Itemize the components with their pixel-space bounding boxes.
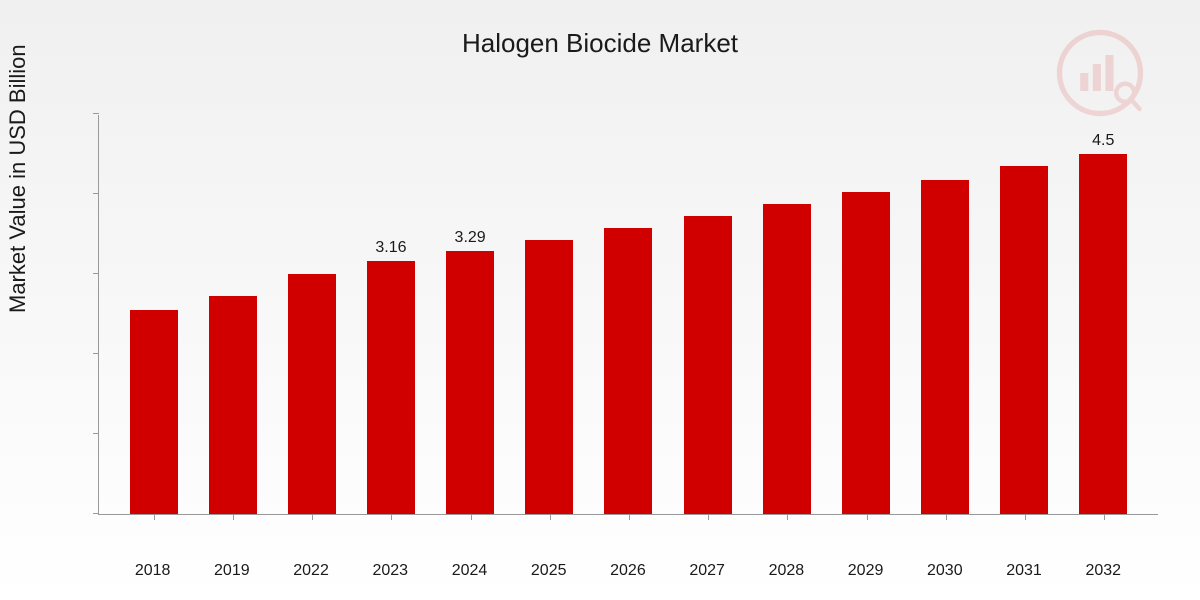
bar-wrapper (284, 115, 340, 514)
chart-title: Halogen Biocide Market (0, 0, 1200, 59)
bar-wrapper (205, 115, 261, 514)
bar-wrapper (917, 115, 973, 514)
chart-container: 3.163.294.5 2018201920222023202420252026… (80, 100, 1165, 550)
bar (604, 228, 652, 514)
y-tick (93, 113, 99, 114)
bar (1079, 154, 1127, 514)
bar-wrapper (126, 115, 182, 514)
x-tick (154, 514, 155, 520)
x-axis-label: 2023 (362, 562, 418, 580)
x-axis-label: 2032 (1075, 562, 1131, 580)
x-tick (1104, 514, 1105, 520)
bar (684, 216, 732, 514)
y-tick (93, 433, 99, 434)
bar-wrapper: 3.16 (363, 115, 419, 514)
x-axis-label: 2024 (441, 562, 497, 580)
x-tick (629, 514, 630, 520)
x-tick (1025, 514, 1026, 520)
bar (921, 180, 969, 514)
x-axis-label: 2022 (283, 562, 339, 580)
x-axis-label: 2018 (125, 562, 181, 580)
x-axis-labels: 2018 2019 2022 2023 2024 2025 2026 2027 2028 2029… (98, 562, 1158, 580)
bar-wrapper (521, 115, 577, 514)
bar (130, 310, 178, 514)
x-tick (391, 514, 392, 520)
x-tick (471, 514, 472, 520)
bar-wrapper (996, 115, 1052, 514)
x-tick (233, 514, 234, 520)
y-tick (93, 353, 99, 354)
bar-value-label: 3.16 (375, 239, 406, 257)
bar (1000, 166, 1048, 514)
x-axis-label: 2027 (679, 562, 735, 580)
bar-value-label: 4.5 (1092, 132, 1114, 150)
bar (367, 261, 415, 514)
x-tick (867, 514, 868, 520)
y-axis-label: Market Value in USD Billion (5, 44, 31, 313)
bar (288, 274, 336, 514)
bar-wrapper (838, 115, 894, 514)
x-axis-label: 2019 (204, 562, 260, 580)
x-tick (708, 514, 709, 520)
x-tick (312, 514, 313, 520)
x-axis-label: 2030 (917, 562, 973, 580)
x-tick (787, 514, 788, 520)
bar (525, 240, 573, 514)
x-tick (550, 514, 551, 520)
bar-wrapper: 3.29 (442, 115, 498, 514)
y-tick (93, 193, 99, 194)
bar (209, 296, 257, 514)
x-axis-label: 2031 (996, 562, 1052, 580)
bar-wrapper (759, 115, 815, 514)
x-tick (946, 514, 947, 520)
x-axis-label: 2026 (600, 562, 656, 580)
bar (446, 251, 494, 514)
plot-area: 3.16 3.29 4.5 (98, 115, 1158, 515)
y-tick (93, 513, 99, 514)
bar-wrapper (680, 115, 736, 514)
y-tick (93, 273, 99, 274)
bar-value-label: 3.29 (455, 229, 486, 247)
bar (763, 204, 811, 514)
bar-wrapper (600, 115, 656, 514)
bar (842, 192, 890, 514)
x-axis-label: 2029 (838, 562, 894, 580)
x-axis-label: 2025 (521, 562, 577, 580)
x-axis-label: 2028 (758, 562, 814, 580)
bars-group: 3.16 3.29 4.5 (99, 115, 1158, 514)
bar-wrapper: 4.5 (1075, 115, 1131, 514)
